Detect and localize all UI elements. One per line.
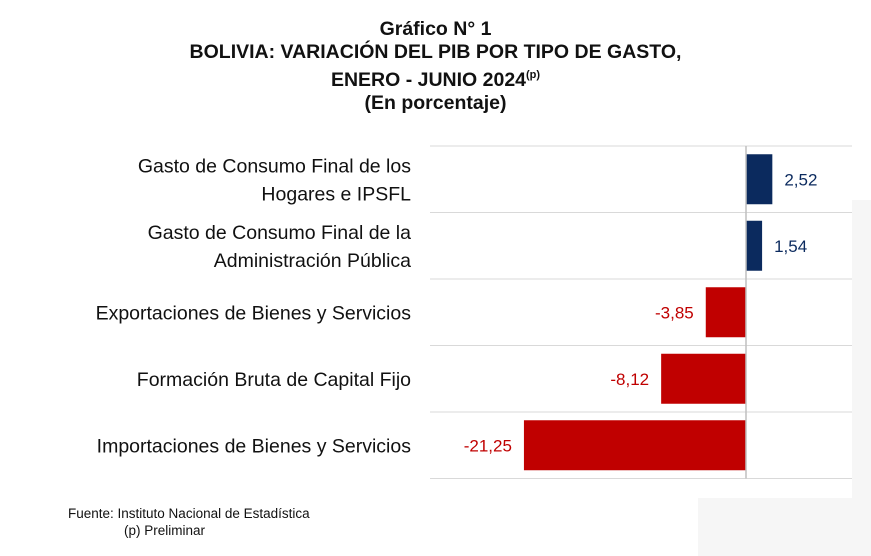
category-label-line: Hogares e IPSFL [261,183,411,205]
bar [705,287,746,338]
data-label: 1,54 [774,237,807,256]
category-label-line: Exportaciones de Bienes y Servicios [96,302,412,324]
background-decoration-right [852,200,871,500]
source-note: Fuente: Instituto Nacional de Estadístic… [68,505,310,539]
data-label: -21,25 [464,436,512,455]
category-label-line: Importaciones de Bienes y Servicios [97,435,412,457]
category-label: Importaciones de Bienes y Servicios [97,435,412,457]
category-label: Exportaciones de Bienes y Servicios [96,302,412,324]
preliminary-marker: (p) [526,69,541,81]
bar [746,154,773,205]
chart-subtitle: (En porcentaje) [364,92,507,114]
chart-period-text: ENERO - JUNIO 2024 [330,69,527,91]
category-label: Formación Bruta de Capital Fijo [137,369,411,391]
bar [746,220,763,271]
category-label-line: Administración Pública [214,250,411,272]
bar [661,353,746,404]
category-label-line: Gasto de Consumo Final de los [138,155,411,177]
chart-number: Gráfico N° 1 [379,18,492,40]
source-text: Fuente: Instituto Nacional de Estadístic… [68,506,310,521]
category-label: Gasto de Consumo Final de los Hogares e I… [138,155,411,205]
data-label: -8,12 [610,370,649,389]
data-label: -3,85 [655,303,694,322]
preliminary-note: (p) Preliminar [124,523,206,538]
bar [523,420,746,471]
category-label-line: Gasto de Consumo Final de la [148,222,412,244]
chart-title: Gráfico N° 1 BOLIVIA: VARIACIÓN DEL PIB … [0,18,871,115]
chart-title-period: ENERO - JUNIO 2024(p) [0,64,871,92]
category-label: Gasto de Consumo Final de la Administraci… [148,222,412,272]
background-decoration [698,498,871,556]
category-label-line: Formación Bruta de Capital Fijo [137,369,411,391]
chart-title-main: BOLIVIA: VARIACIÓN DEL PIB POR TIPO DE G… [189,41,682,63]
data-label: 2,52 [784,170,817,189]
